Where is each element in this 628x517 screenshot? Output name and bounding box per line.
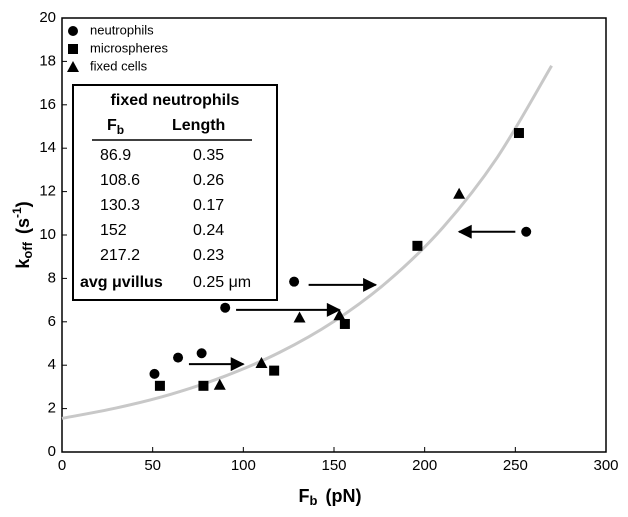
inset-table: fixed neutrophils Fb Length avg μvillus … xyxy=(72,84,278,301)
table-cell: 0.17 xyxy=(193,197,224,214)
y-axis-label: koff(s-1) xyxy=(10,201,35,268)
y-tick-label: 14 xyxy=(39,139,56,156)
marker xyxy=(521,226,532,237)
y-tick-label: 12 xyxy=(39,183,56,200)
marker xyxy=(255,357,268,369)
marker xyxy=(289,276,300,287)
marker xyxy=(293,311,306,323)
marker xyxy=(213,378,226,390)
table-cell: 217.2 xyxy=(100,247,140,264)
marker xyxy=(68,44,78,54)
table-footer: avg μvillus xyxy=(80,274,163,291)
marker xyxy=(154,380,165,391)
y-tick-label: 2 xyxy=(48,400,56,417)
marker xyxy=(220,302,231,313)
table-cell: 0.26 xyxy=(193,172,224,189)
y-tick-label: 10 xyxy=(39,226,56,243)
x-tick-label: 0 xyxy=(58,457,66,474)
marker xyxy=(198,380,209,391)
marker xyxy=(67,61,79,72)
table-cell: 0.24 xyxy=(193,222,224,239)
y-tick-label: 0 xyxy=(48,443,56,460)
marker xyxy=(269,365,280,376)
marker xyxy=(149,368,160,379)
table-header: Fb xyxy=(107,117,124,137)
table-header: Length xyxy=(172,117,225,134)
x-tick-label: 200 xyxy=(412,457,437,474)
table-footer: 0.25 μm xyxy=(193,274,251,291)
y-tick-label: 4 xyxy=(48,356,56,373)
x-tick-label: 150 xyxy=(321,457,346,474)
y-tick-label: 8 xyxy=(48,269,56,286)
y-tick-label: 6 xyxy=(48,313,56,330)
table-frame xyxy=(72,84,278,301)
y-tick-label: 18 xyxy=(39,52,56,69)
marker xyxy=(513,128,524,139)
fit-curve xyxy=(61,64,553,420)
table-cell: 152 xyxy=(100,222,127,239)
x-axis-label: Fb (pN) xyxy=(299,486,362,509)
table-cell: 0.23 xyxy=(193,247,224,264)
x-tick-label: 250 xyxy=(503,457,528,474)
y-tick-label: 20 xyxy=(39,9,56,26)
table-cell: 130.3 xyxy=(100,197,140,214)
table-cell: 0.35 xyxy=(193,147,224,164)
x-tick-label: 300 xyxy=(593,457,618,474)
x-tick-label: 100 xyxy=(231,457,256,474)
marker xyxy=(68,26,78,36)
legend-label: neutrophils xyxy=(90,22,154,37)
table-cell: 108.6 xyxy=(100,172,140,189)
marker xyxy=(196,348,207,359)
table-title: fixed neutrophils xyxy=(111,92,240,109)
marker xyxy=(453,187,466,199)
table-cell: 86.9 xyxy=(100,147,131,164)
y-tick-label: 16 xyxy=(39,96,56,113)
marker xyxy=(339,318,350,329)
marker xyxy=(173,352,184,363)
marker xyxy=(412,240,423,251)
x-tick-label: 50 xyxy=(144,457,161,474)
legend-label: microspheres xyxy=(90,40,169,55)
legend-label: fixed cells xyxy=(90,58,148,73)
